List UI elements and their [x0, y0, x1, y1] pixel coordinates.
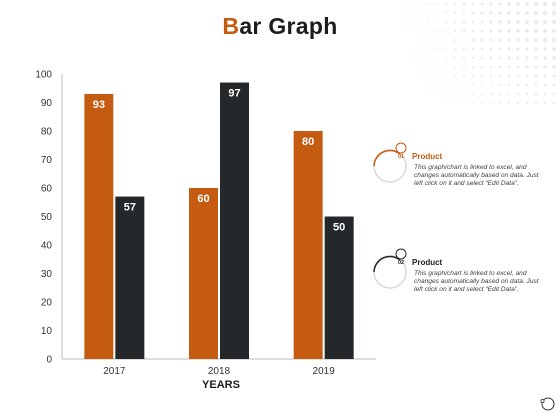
x-tick-label: 2018 — [208, 366, 231, 377]
bar-data-label: 50 — [333, 222, 345, 234]
bar-data-label: 80 — [302, 136, 314, 148]
bar-data-label: 60 — [197, 193, 209, 205]
y-tick-label: 10 — [41, 326, 53, 337]
title-rest: ar Graph — [239, 13, 338, 39]
bar — [115, 196, 145, 359]
y-tick-label: 40 — [41, 241, 53, 252]
y-tick-label: 0 — [46, 355, 52, 366]
x-axis-title: YEARS — [202, 379, 240, 391]
bar-data-label: 97 — [228, 88, 240, 100]
y-tick-label: 50 — [41, 212, 53, 223]
legend-title: Product — [412, 258, 443, 267]
y-tick-label: 20 — [41, 298, 53, 309]
legend-number: 02 — [398, 260, 405, 266]
bar-data-label: 93 — [93, 99, 105, 111]
y-tick-label: 80 — [41, 127, 53, 138]
legend-title: Product — [412, 152, 443, 161]
bar — [189, 188, 218, 359]
bar-data-label: 57 — [124, 202, 136, 214]
title-first-letter: B — [222, 13, 240, 39]
page-title: Bar Graph — [0, 13, 560, 40]
legend-ring-icon — [373, 142, 407, 183]
y-tick-label: 30 — [41, 269, 53, 280]
y-tick-label: 60 — [41, 184, 53, 195]
legend-ring-icon — [373, 248, 407, 289]
y-tick-label: 70 — [41, 155, 53, 166]
legend-description: This graph/chart is linked to excel, and… — [414, 270, 539, 293]
y-tick-label: 90 — [41, 98, 53, 109]
legend-number: 01 — [398, 154, 405, 160]
legend-description: This graph/chart is linked to excel, and… — [414, 164, 539, 187]
bar — [293, 131, 323, 359]
x-tick-label: 2017 — [103, 366, 126, 377]
bar — [84, 93, 114, 359]
corner-ring-icon — [540, 397, 555, 411]
y-tick-label: 100 — [35, 70, 52, 81]
bar — [220, 82, 249, 360]
bar — [324, 216, 354, 359]
x-tick-label: 2019 — [313, 366, 336, 377]
